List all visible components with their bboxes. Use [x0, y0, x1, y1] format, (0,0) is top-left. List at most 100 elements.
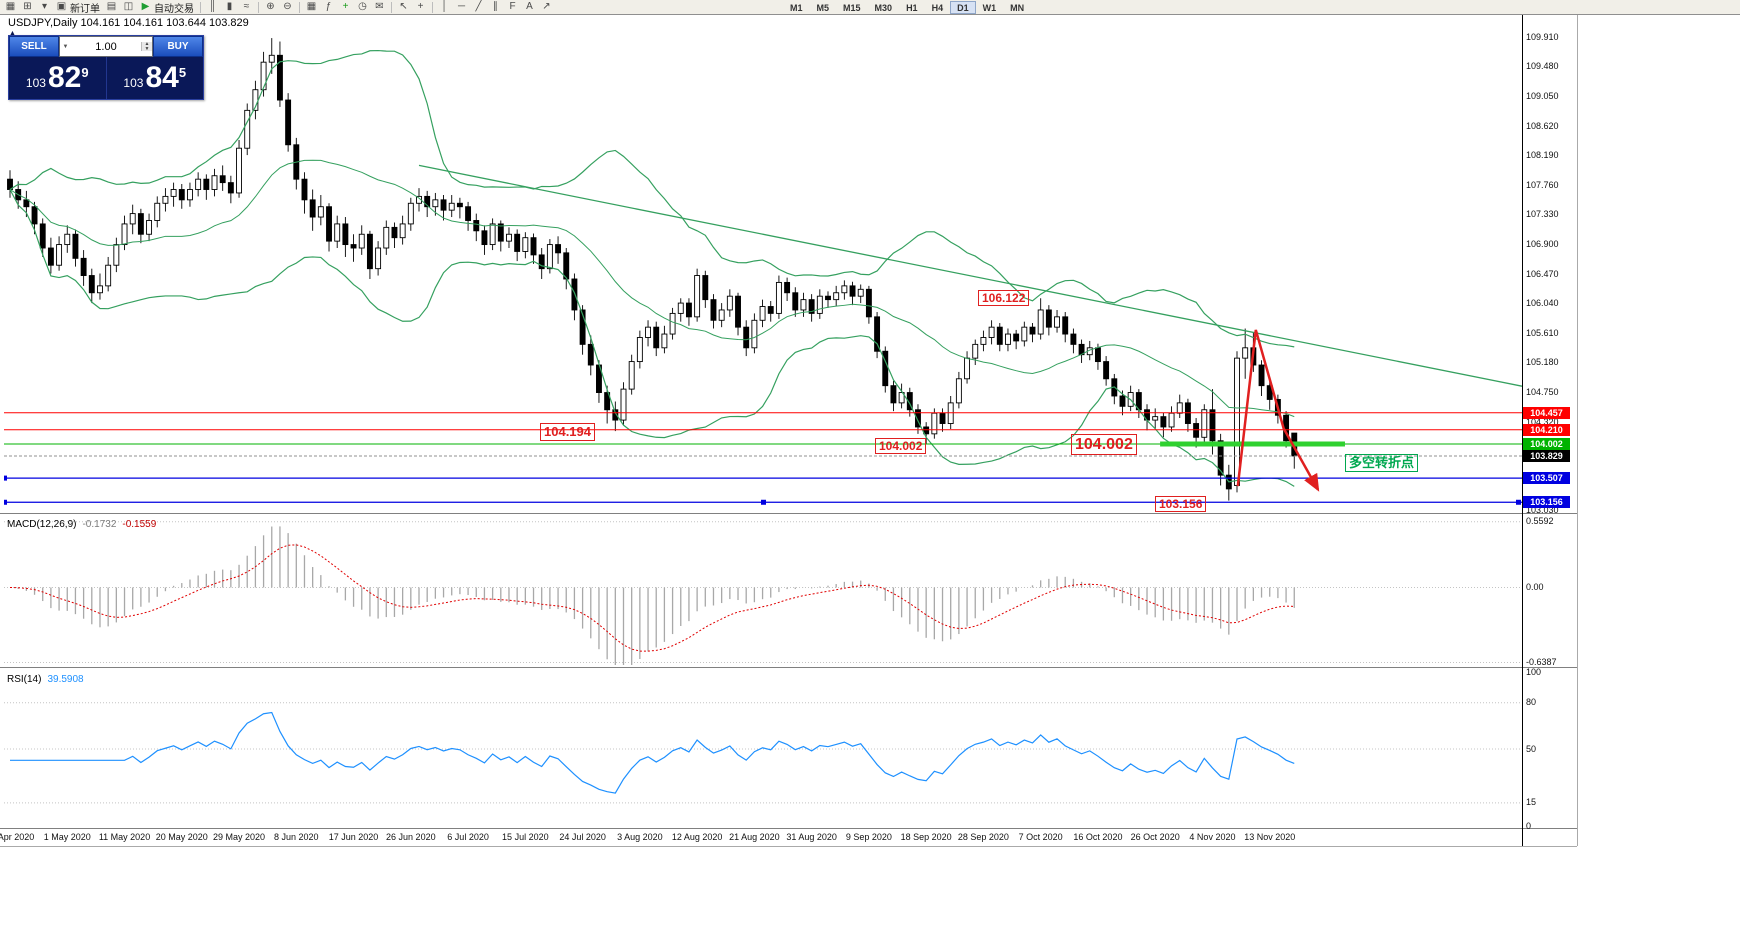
hline-selection-handle[interactable]	[2, 499, 7, 505]
price-axis-label: 105.610	[1526, 327, 1559, 338]
terminal-icon[interactable]: ▦	[5, 1, 16, 12]
date-axis-label: 26 Oct 2020	[1130, 832, 1180, 842]
text-annotation[interactable]: 104.002	[1071, 434, 1137, 456]
toolbar-separator	[391, 1, 392, 13]
date-axis-label: 1 May 2020	[43, 832, 91, 842]
auto-trading-label[interactable]: 自动交易	[154, 3, 194, 15]
date-axis-label: 8 Jun 2020	[274, 832, 319, 842]
auto-trading-icon[interactable]: ▶	[141, 1, 150, 12]
hline-selection-handle[interactable]	[761, 499, 766, 505]
text-annotation[interactable]: 104.194	[540, 423, 595, 441]
toolbar-icons: ▦ ⊞ ▾ ▣ 新订单 ▤ ◫ ▶ 自动交易 ║ ▮ ≈ ⊕ ⊖ ▦ ƒ + ◷ ✉ ↖ + │ ─ ╱ ∥ F A ↗	[2, 0, 555, 15]
date-axis-label: 21 Aug 2020	[729, 832, 780, 842]
macd-signal-value: -0.1559	[122, 519, 157, 530]
date-axis-label: 17 Jun 2020	[328, 832, 379, 842]
macd-axis-label: 0.00	[1526, 581, 1544, 592]
toolbar-separator	[200, 1, 201, 13]
profiles-icon[interactable]: ▾	[41, 1, 48, 12]
text-annotation[interactable]: 106.122	[978, 290, 1030, 307]
period-icon[interactable]: ◷	[358, 1, 367, 12]
candlestick-chart-icon[interactable]: ▮	[226, 1, 233, 12]
macd-axis-label: 0.5592	[1526, 516, 1554, 527]
main-plot[interactable]	[2, 38, 1522, 505]
macd-signal-line	[9, 544, 1295, 652]
price-tag-104.210: 104.210	[1523, 423, 1570, 436]
rsi-value: 39.5908	[47, 674, 84, 685]
one-click-trading-panel: SELL ▼ 1.00 ▲ ▼ BUY 103 82 9 103 84 5	[8, 35, 204, 100]
zoom-in-icon[interactable]: ⊕	[266, 1, 275, 12]
vertical-line-icon[interactable]: │	[441, 1, 448, 12]
channel-icon[interactable]: ∥	[493, 1, 498, 12]
hline-selection-handle[interactable]	[2, 475, 7, 481]
new-order-label[interactable]: 新订单	[70, 3, 100, 15]
drawn-arrow[interactable]	[1236, 329, 1320, 492]
toolbar-separator	[299, 1, 300, 13]
price-axis-label: 109.480	[1526, 61, 1559, 72]
hline-selection-handle[interactable]	[1516, 499, 1521, 505]
price-axis-label: 109.910	[1526, 31, 1559, 42]
timeframe-m15-button[interactable]: M15	[843, 2, 861, 13]
text-annotation[interactable]: 104.002	[875, 438, 927, 455]
timeframe-h4-button[interactable]: H4	[931, 2, 944, 13]
buy-button[interactable]: BUY	[153, 36, 203, 57]
macd-indicator-label: MACD(12,26,9) -0.1732 -0.1559	[7, 519, 156, 530]
price-axis-label: 105.180	[1526, 357, 1559, 368]
sell-price-prefix: 103	[25, 76, 46, 90]
horizontal-line-icon[interactable]: ─	[457, 1, 466, 12]
navigator-icon[interactable]: ◫	[123, 1, 134, 12]
bollinger-middle-line	[9, 159, 1295, 418]
crosshair-icon[interactable]: +	[417, 1, 424, 12]
trendline-icon[interactable]: ╱	[475, 1, 482, 12]
cursor-icon[interactable]: ↖	[399, 1, 408, 12]
bollinger-lower-line	[9, 189, 1295, 487]
indicators-icon[interactable]: ƒ	[325, 1, 332, 12]
arrows-icon[interactable]: ↗	[542, 1, 551, 12]
new-chart-icon[interactable]: ⊞	[23, 1, 32, 12]
price-axis-label: 106.040	[1526, 298, 1559, 309]
text-annotation[interactable]: 103.156	[1155, 496, 1207, 513]
fibonacci-icon[interactable]: F	[509, 1, 516, 12]
toolbar-separator	[432, 1, 433, 13]
price-tag-103.156: 103.156	[1523, 496, 1570, 509]
price-axis-label: 109.050	[1526, 91, 1559, 102]
templates-icon[interactable]: ✉	[375, 1, 384, 12]
tile-windows-icon[interactable]: ▦	[306, 1, 317, 12]
new-order-icon[interactable]: ▣	[56, 1, 67, 12]
timeframe-toolbar: M1 M5 M15 M30 H1 H4 D1 W1 MN	[783, 0, 1031, 14]
timeframe-d1-button[interactable]: D1	[950, 0, 976, 14]
toolbar-separator	[258, 1, 259, 13]
sell-price-display[interactable]: 103 82 9	[9, 57, 107, 99]
timeframe-m5-button[interactable]: M5	[816, 2, 830, 13]
timeframe-m1-button[interactable]: M1	[790, 2, 803, 13]
price-axis-label: 106.900	[1526, 239, 1559, 250]
buy-price-main: 84	[145, 61, 179, 94]
timeframe-w1-button[interactable]: W1	[982, 2, 997, 13]
timeframe-h1-button[interactable]: H1	[906, 2, 918, 13]
bar-chart-icon[interactable]: ║	[208, 1, 217, 12]
volume-input[interactable]: ▼ 1.00 ▲ ▼	[59, 36, 153, 57]
text-icon[interactable]: A	[526, 1, 533, 12]
text-annotation[interactable]: 多空转折点	[1345, 454, 1419, 472]
price-tag-104.457: 104.457	[1523, 406, 1570, 419]
date-axis-label: 24 Jul 2020	[559, 832, 606, 842]
timeframe-mn-button[interactable]: MN	[1010, 2, 1025, 13]
date-axis-label: 22 Apr 2020	[0, 832, 35, 842]
zoom-out-icon[interactable]: ⊖	[283, 1, 292, 12]
buy-price-display[interactable]: 103 84 5	[106, 57, 203, 99]
market-watch-icon[interactable]: ▤	[106, 1, 117, 12]
volume-up-icon[interactable]: ▲	[142, 42, 152, 47]
rsi-line	[10, 711, 1295, 794]
one-click-collapse-icon[interactable]: ▲	[9, 30, 16, 37]
add-indicator-icon[interactable]: +	[342, 1, 349, 12]
volume-down-icon[interactable]: ▼	[142, 46, 152, 51]
date-axis-label: 6 Jul 2020	[447, 832, 489, 842]
macd-axis-label: -0.6387	[1526, 656, 1557, 667]
date-axis-label: 20 May 2020	[155, 832, 208, 842]
volume-dropdown-icon[interactable]: ▼	[62, 43, 69, 50]
date-axis-label: 18 Sep 2020	[900, 832, 952, 842]
timeframe-m30-button[interactable]: M30	[874, 2, 893, 13]
volume-stepper[interactable]: ▲ ▼	[141, 42, 152, 51]
line-chart-icon[interactable]: ≈	[243, 1, 250, 12]
sell-button[interactable]: SELL	[9, 36, 59, 57]
